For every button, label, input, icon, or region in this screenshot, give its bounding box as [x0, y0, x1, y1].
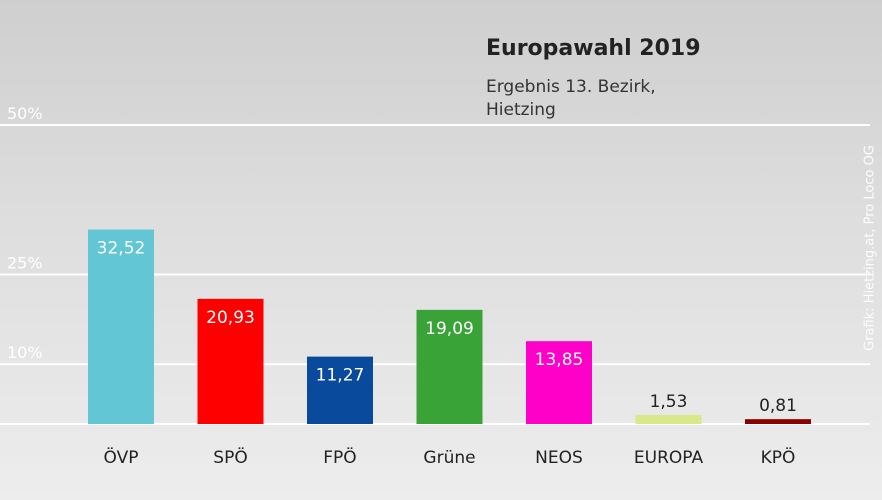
- bar-1: [197, 298, 264, 424]
- data-label-6: 0,81: [759, 396, 797, 416]
- data-label-3: 19,09: [425, 319, 474, 339]
- gridline-label: 25%: [7, 254, 43, 273]
- data-label-4: 13,85: [535, 350, 584, 370]
- category-label-2: FPÖ: [323, 446, 356, 468]
- chart-title: Europawahl 2019: [486, 36, 701, 61]
- gridline-label: 50%: [7, 104, 43, 123]
- category-label-0: ÖVP: [104, 446, 139, 468]
- credit-text: Grafik: Hietzing.at, Pro Loco OG: [862, 145, 878, 351]
- data-label-2: 11,27: [316, 366, 365, 386]
- bar-3: [416, 309, 483, 424]
- category-label-3: Grüne: [423, 448, 475, 468]
- data-label-1: 20,93: [206, 308, 255, 328]
- bar-0: [88, 229, 154, 424]
- bar-2: [307, 356, 373, 424]
- category-label-5: EUROPA: [634, 448, 704, 468]
- category-label-4: NEOS: [535, 448, 583, 468]
- category-label-6: KPÖ: [761, 446, 796, 468]
- data-label-0: 32,52: [97, 239, 146, 259]
- bar-5: [635, 414, 702, 424]
- chart-subtitle: Ergebnis 13. Bezirk, Hietzing: [486, 77, 656, 120]
- gridline-label: 10%: [7, 343, 43, 362]
- bar-4: [526, 341, 592, 424]
- bar-6: [745, 419, 811, 424]
- category-label-1: SPÖ: [213, 446, 247, 468]
- data-label-5: 1,53: [650, 392, 688, 412]
